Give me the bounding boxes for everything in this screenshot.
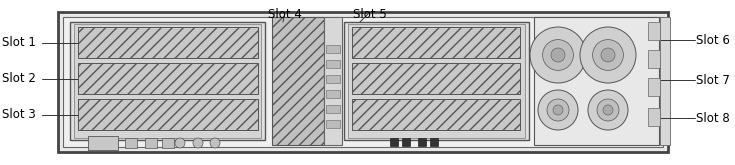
Bar <box>352 27 520 58</box>
Bar <box>88 136 118 150</box>
Text: Slot 5: Slot 5 <box>353 8 387 21</box>
Text: Slot 7: Slot 7 <box>696 73 730 86</box>
Text: Slot 6: Slot 6 <box>696 33 730 47</box>
Bar <box>648 78 660 96</box>
Bar <box>348 24 525 138</box>
Circle shape <box>193 138 203 148</box>
Bar <box>324 17 342 145</box>
Bar <box>534 17 659 145</box>
Circle shape <box>601 48 615 62</box>
Bar <box>326 60 340 68</box>
Bar <box>418 138 426 146</box>
Text: Slot 8: Slot 8 <box>696 112 730 125</box>
Bar <box>78 63 258 94</box>
Bar <box>660 17 670 145</box>
Bar <box>272 17 324 145</box>
Bar <box>125 138 137 148</box>
Circle shape <box>538 90 578 130</box>
Text: Slot 4: Slot 4 <box>268 8 302 21</box>
Bar <box>648 108 660 126</box>
Bar <box>352 99 520 130</box>
Bar <box>344 22 529 140</box>
Circle shape <box>530 27 586 83</box>
Bar <box>63 17 663 147</box>
Bar <box>326 120 340 128</box>
Bar <box>70 22 265 140</box>
Bar <box>326 105 340 113</box>
Bar <box>326 75 340 83</box>
Bar <box>326 90 340 98</box>
Circle shape <box>588 90 628 130</box>
Bar <box>430 138 438 146</box>
Circle shape <box>542 40 573 70</box>
Circle shape <box>210 138 220 148</box>
Text: Slot 1: Slot 1 <box>2 36 36 50</box>
Bar <box>402 138 410 146</box>
Circle shape <box>551 48 565 62</box>
Text: Slot 3: Slot 3 <box>2 109 36 121</box>
Bar <box>390 138 398 146</box>
Bar <box>145 138 157 148</box>
Bar <box>74 24 261 138</box>
Bar <box>648 22 660 40</box>
Circle shape <box>603 105 613 115</box>
Circle shape <box>175 138 185 148</box>
Bar <box>648 50 660 68</box>
Bar <box>326 45 340 53</box>
Circle shape <box>592 40 623 70</box>
Circle shape <box>580 27 636 83</box>
Bar <box>162 138 174 148</box>
Circle shape <box>547 99 569 121</box>
Bar <box>58 12 668 152</box>
Text: Slot 2: Slot 2 <box>2 72 36 85</box>
Bar <box>352 63 520 94</box>
Circle shape <box>597 99 619 121</box>
Bar <box>78 99 258 130</box>
Bar <box>78 27 258 58</box>
Circle shape <box>553 105 563 115</box>
